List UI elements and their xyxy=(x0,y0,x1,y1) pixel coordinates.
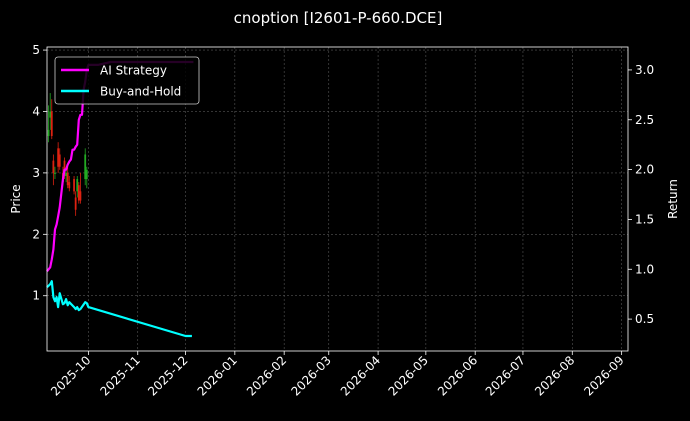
candle-body xyxy=(63,160,66,176)
y2-tick-label: 2.5 xyxy=(635,113,654,127)
candle-body xyxy=(66,172,69,186)
y-tick-label: 1 xyxy=(32,289,40,303)
candle-body xyxy=(68,182,71,189)
candle-body xyxy=(49,111,52,118)
y2-tick-label: 1.0 xyxy=(635,262,654,276)
y-axis-left: 1 2 3 4 5 xyxy=(32,43,47,303)
chart-title: cnoption [I2601-P-660.DCE] xyxy=(234,9,443,27)
candle-body xyxy=(58,154,61,167)
candle-body xyxy=(50,111,53,137)
y-tick-label: 3 xyxy=(32,166,40,180)
candle-body xyxy=(52,160,55,173)
grid xyxy=(47,47,628,351)
candle-body xyxy=(74,197,77,210)
candle-body xyxy=(79,191,82,201)
candle-body xyxy=(65,172,68,176)
y2-tick-label: 3.0 xyxy=(635,63,654,77)
y2-axis-label: Return xyxy=(666,179,680,219)
y2-tick-label: 2.0 xyxy=(635,163,654,177)
legend-label: Buy-and-Hold xyxy=(100,85,181,99)
y2-tick-label: 1.5 xyxy=(635,212,654,226)
plot-frame xyxy=(46,46,629,352)
y-tick-label: 2 xyxy=(32,227,40,241)
candle-body xyxy=(57,148,60,167)
y-tick-label: 4 xyxy=(32,104,40,118)
candle-body xyxy=(47,129,50,137)
candle-body xyxy=(77,185,80,201)
y-axis-right: 0.5 1.0 1.5 2.0 2.5 3.0 xyxy=(628,63,654,326)
y-axis-label: Price xyxy=(9,184,23,213)
legend-label: AI Strategy xyxy=(100,64,167,78)
candle-body xyxy=(54,172,56,174)
y-tick-label: 5 xyxy=(32,43,40,57)
series-line xyxy=(46,280,192,338)
legend-box xyxy=(54,56,200,105)
candle-body xyxy=(85,169,88,180)
candle-body xyxy=(73,179,75,192)
candle-body xyxy=(76,179,79,192)
y2-tick-label: 0.5 xyxy=(635,312,654,326)
candle-body xyxy=(84,154,87,180)
legend: AI Strategy Buy-and-Hold xyxy=(54,56,200,105)
